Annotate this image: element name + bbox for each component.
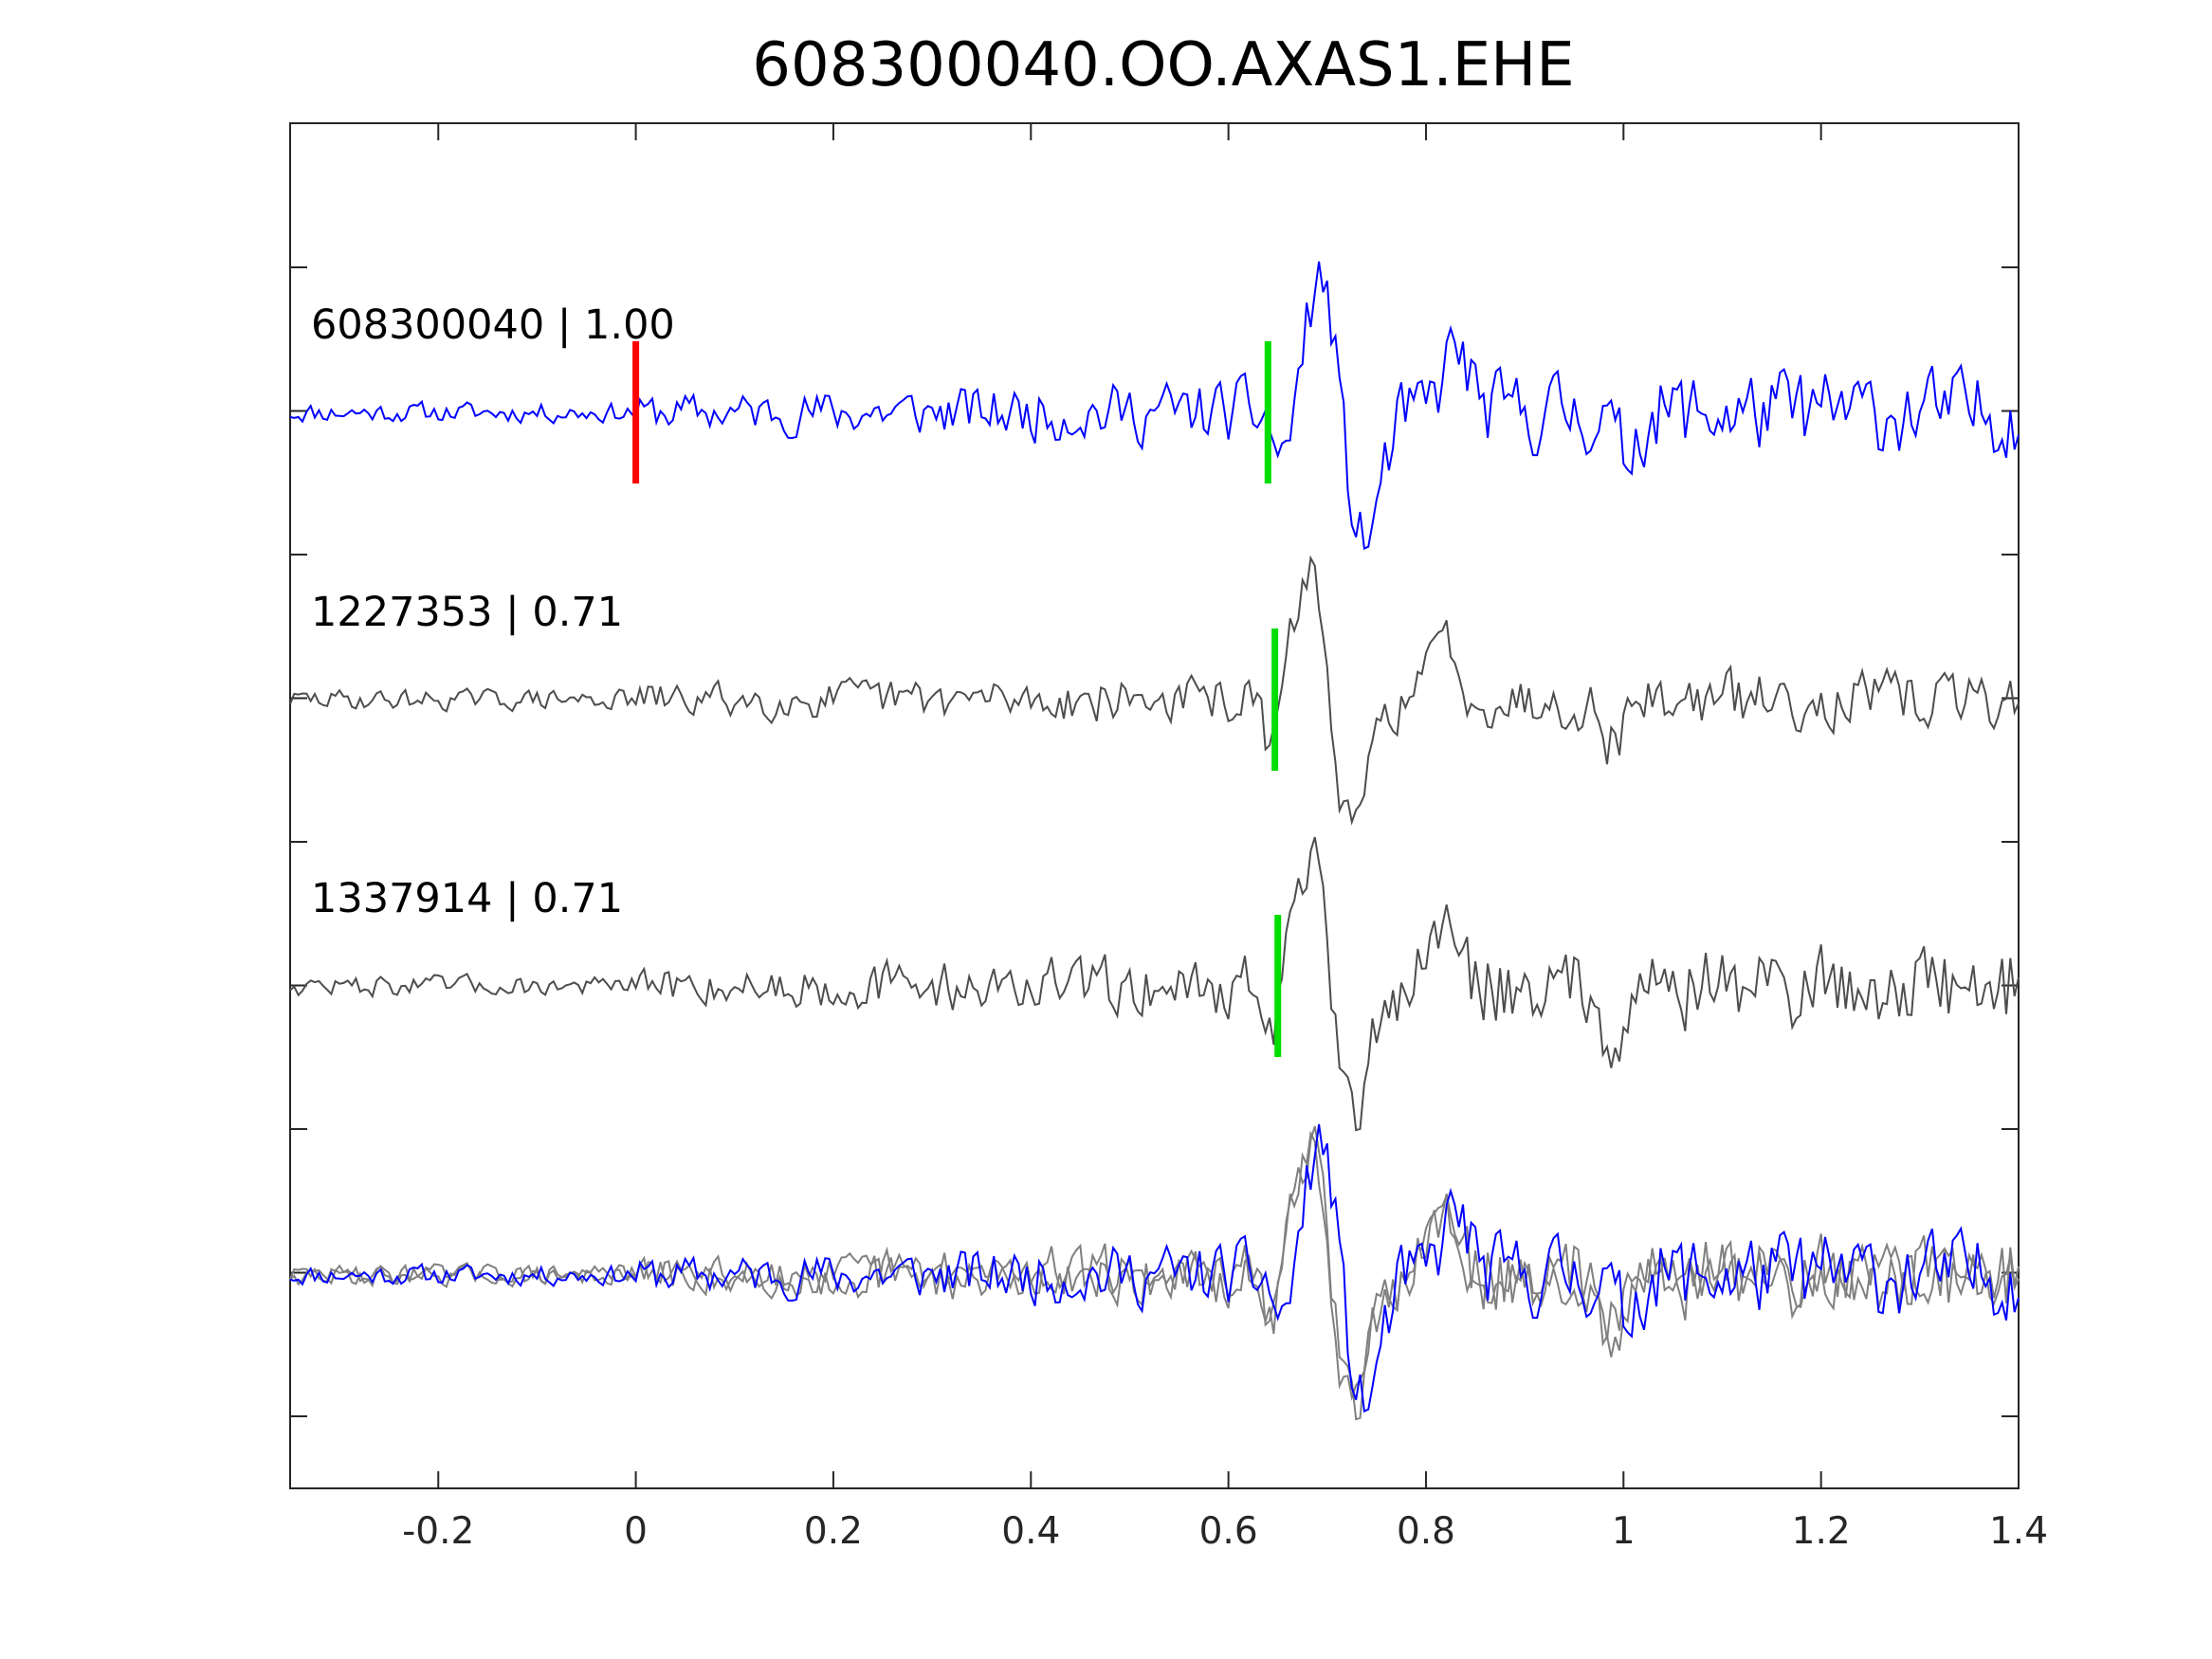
x-ticks: -0.2 0 0.2 0.4 0.6 0.8 1 1.2 1.4 <box>402 123 2048 1553</box>
x-tick-label-6: 1 <box>1612 1510 1636 1553</box>
trace-label-1227353: 1227353 | 0.71 <box>311 589 623 636</box>
overlay-trace-1337914 <box>289 1125 2020 1421</box>
axes-box <box>289 122 2020 1489</box>
overlay-trace-608300040 <box>289 1123 2020 1413</box>
chart-title: 608300040.OO.AXAS1.EHE <box>752 30 1574 100</box>
plot-area: -0.2 0 0.2 0.4 0.6 0.8 1 1.2 1.4 608300040 | 1.0… <box>289 122 2048 1553</box>
trace-labels: 608300040 | 1.00 1227353 | 0.71 1337914 | … <box>311 301 675 922</box>
x-tick-label-3: 0.4 <box>1001 1510 1060 1553</box>
trace-group <box>289 261 2020 1132</box>
trace-1227353 <box>289 555 2020 826</box>
x-tick-label-7: 1.2 <box>1792 1510 1851 1553</box>
x-tick-label-0: -0.2 <box>402 1510 474 1553</box>
trace-label-608300040: 608300040 | 1.00 <box>311 301 675 349</box>
x-tick-label-8: 1.4 <box>1989 1510 2048 1553</box>
x-tick-label-2: 0.2 <box>804 1510 863 1553</box>
x-tick-label-4: 0.6 <box>1199 1510 1258 1553</box>
x-tick-label-1: 0 <box>624 1510 648 1553</box>
overlay-group <box>289 1123 2020 1421</box>
overlay-trace-1227353 <box>289 1130 2020 1401</box>
trace-608300040 <box>289 261 2020 551</box>
x-tick-label-5: 0.8 <box>1397 1510 1455 1553</box>
marker-group <box>632 341 1282 1057</box>
trace-1337914 <box>289 836 2020 1132</box>
trace-label-1337914: 1337914 | 0.71 <box>311 875 623 922</box>
